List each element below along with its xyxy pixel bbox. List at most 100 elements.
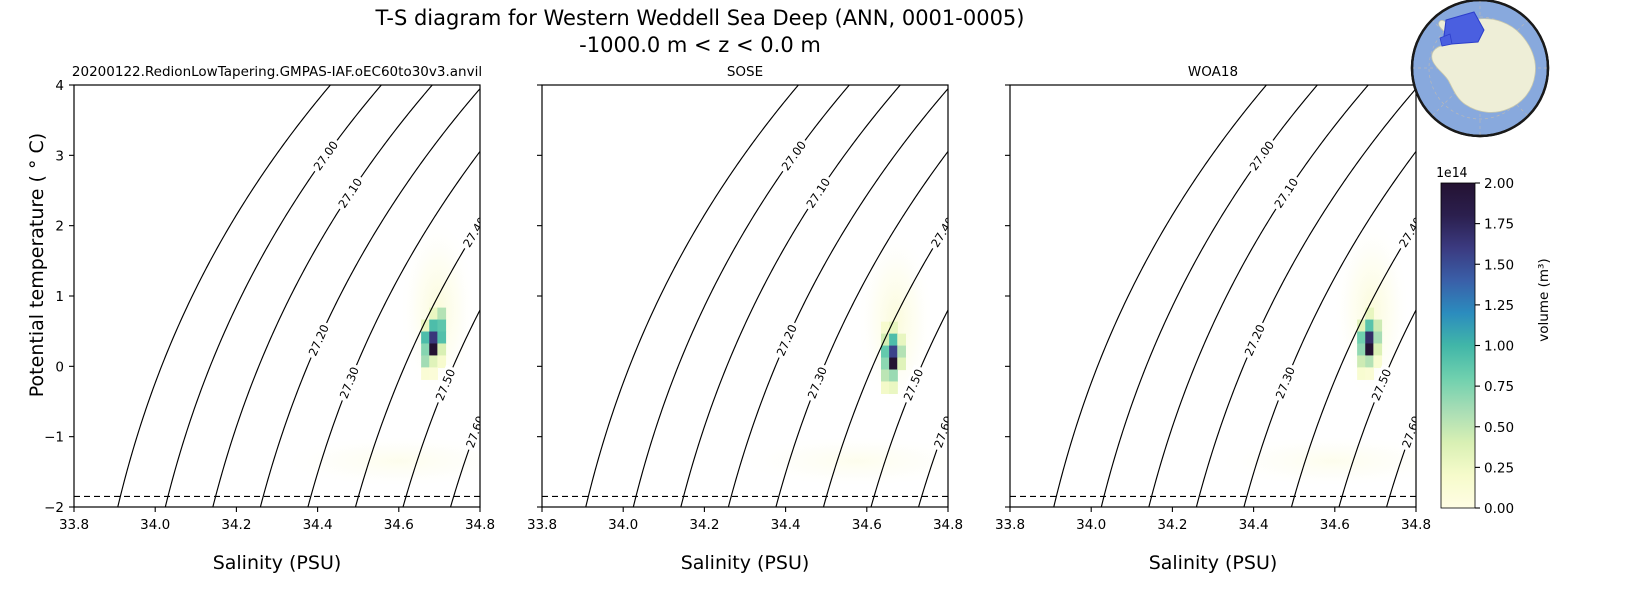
svg-text:34.0: 34.0 [140,517,170,533]
heatmap-cell [1365,307,1374,321]
heatmap-cell [1357,331,1366,345]
density-contour [354,223,480,507]
density-contour [775,151,948,507]
heatmap-cell [429,307,438,321]
map-outline [1410,0,1550,138]
svg-text:34.0: 34.0 [1076,517,1106,533]
svg-text:34.0: 34.0 [608,517,638,533]
density-contour [117,85,331,507]
figure-subtitle: -1000.0 m < z < 0.0 m [579,33,821,57]
heatmap-cell [437,319,447,333]
density-contour [870,309,948,507]
colorbar-gradient [1440,182,1476,509]
x-axis-label: Salinity (PSU) [681,552,810,574]
x-axis-label: Salinity (PSU) [213,552,342,574]
heatmap-cell [437,331,447,345]
svg-text:33.8: 33.8 [59,517,89,533]
heatmap-cell [437,355,447,368]
panel-title-WOA18: WOA18 [1188,64,1238,80]
heatmap-cell [889,333,898,347]
density-contour [727,88,948,507]
svg-text:34.8: 34.8 [465,517,495,533]
heatmap-cell [897,357,906,371]
svg-text:3: 3 [55,148,64,164]
svg-text:34.2: 34.2 [689,517,719,533]
heatmap-cell [889,357,898,371]
colorbar-tick-label: 0.75 [1484,379,1514,395]
heatmap-cell [437,343,447,357]
density-contour [259,88,480,507]
svg-text:33.8: 33.8 [527,517,557,533]
svg-text:4: 4 [55,78,64,94]
heatmap-cell [1357,343,1366,357]
colorbar-label: volume (m³) [1536,258,1552,342]
density-contour [680,85,901,507]
heatmap-cell [1357,367,1366,380]
svg-text:34.2: 34.2 [221,517,251,533]
x-axis-label: Salinity (PSU) [1149,552,1278,574]
svg-text:34.8: 34.8 [933,517,963,533]
svg-text:34.4: 34.4 [303,517,333,533]
colorbar-tick-label: 1.25 [1484,298,1514,314]
colorbar: 0.00 0.25 0.50 0.75 1.00 1.25 1.50 1.75 2.00 [1440,176,1514,517]
density-contour [212,85,433,507]
svg-text:34.6: 34.6 [384,517,414,533]
heatmap-cell [881,333,890,347]
density-contour [1148,85,1369,507]
heatmap-cell [1365,355,1374,368]
heatmap-cell [1373,331,1383,345]
colorbar-offset-text: 1e14 [1436,166,1468,181]
heatmap-cell [429,367,438,380]
svg-text:0: 0 [55,359,64,375]
heatmap-cell [889,321,898,335]
panel-title-model: 20200122.RedionLowTapering.GMPAS-IAF.oEC… [72,64,482,80]
heatmap-cell [881,345,890,359]
colorbar-tick-label: 0.25 [1484,460,1514,476]
heatmap-cell [1373,343,1383,357]
heatmap-cell [889,345,898,359]
svg-text:34.4: 34.4 [1239,517,1269,533]
density-contour [1053,85,1267,507]
heatmap-cell [437,307,447,321]
svg-text:−1: −1 [44,430,64,446]
density-contour [585,85,799,507]
heatmap-cell [1357,355,1366,368]
heatmap-cell [1365,319,1374,333]
svg-text:34.2: 34.2 [1157,517,1187,533]
heatmap-cell [1365,367,1374,380]
colorbar-tick-label: 1.75 [1484,217,1514,233]
heatmap-cell [889,381,898,395]
density-contour [1338,309,1416,507]
density-contour [1290,223,1416,507]
heatmap-cell [1365,331,1374,345]
density-contour [1195,88,1416,507]
heatmap-cell [1373,319,1383,333]
panel-title-SOSE: SOSE [727,64,763,80]
colorbar-tick-label: 2.00 [1484,176,1514,192]
figure-title: T-S diagram for Western Weddell Sea Deep… [375,6,1025,30]
density-contour [1243,151,1416,507]
heatmap-cell [421,331,430,345]
colorbar-tick-label: 1.50 [1484,257,1514,273]
svg-text:34.6: 34.6 [852,517,882,533]
heatmap-cell [1373,355,1383,368]
heatmap-cell [881,357,890,371]
heatmap-cell [881,369,890,383]
map-highlighted-region-tail [1439,33,1453,47]
heatmap-cell [421,319,430,333]
density-contour [307,151,480,507]
heatmap-cell [881,321,890,335]
heatmap-cell [421,367,430,380]
colorbar-tick-label: 0.50 [1484,420,1514,436]
heatmap-cell [1357,319,1366,333]
svg-text:34.6: 34.6 [1320,517,1350,533]
heatmap-cell [429,355,438,368]
heatmap-cell [889,369,898,383]
heatmap-cell [897,333,906,347]
